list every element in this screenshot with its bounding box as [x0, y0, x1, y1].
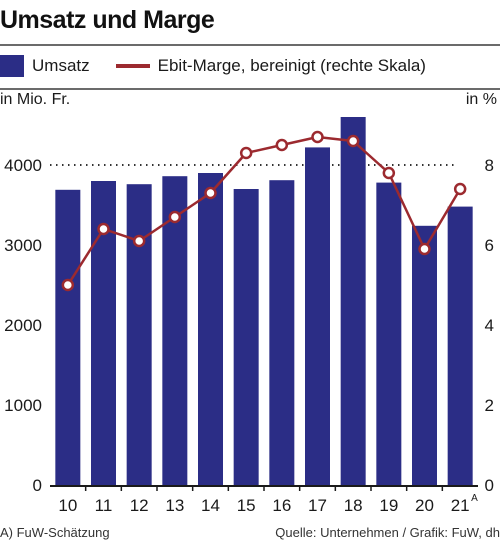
x-tick-label: 12: [130, 496, 149, 515]
bar-umsatz: [412, 225, 437, 486]
bar-umsatz: [447, 206, 473, 485]
point-ebit-marge: [132, 234, 146, 248]
y-right-tick-label: 4: [485, 316, 494, 335]
y-left-tick-label: 4000: [4, 156, 42, 175]
bar-umsatz: [55, 189, 81, 486]
x-tick-label: 14: [201, 496, 220, 515]
point-ebit-marge: [239, 146, 253, 160]
legend: Umsatz Ebit-Marge, bereinigt (rechte Ska…: [0, 52, 426, 80]
point-ebit-marge: [168, 210, 182, 224]
x-tick-superscript: A: [471, 493, 478, 504]
bar-umsatz: [162, 176, 188, 485]
x-tick-label: 11: [95, 496, 113, 515]
legend-bar-label: Umsatz: [32, 56, 90, 75]
source-credit: Quelle: Unternehmen / Grafik: FuW, dh: [275, 525, 500, 540]
line-ebit-marge: [66, 135, 462, 286]
y-left-tick-label: 2000: [4, 316, 42, 335]
y-right-tick-label: 8: [485, 156, 494, 175]
legend-line-label: Ebit-Marge, bereinigt (rechte Skala): [157, 56, 426, 75]
bar-umsatz: [305, 147, 330, 485]
x-tick-label: 16: [272, 496, 291, 515]
point-ebit-marge: [61, 278, 75, 292]
point-ebit-marge: [275, 138, 289, 152]
x-tick-label: 19: [379, 496, 398, 515]
point-ebit-marge: [311, 130, 324, 144]
x-tick-label: 10: [58, 496, 77, 515]
y-right-tick-label: 0: [485, 476, 494, 495]
x-tick-label: 13: [165, 496, 184, 515]
y-right-tick-label: 6: [485, 236, 494, 255]
legend-rule: [0, 88, 500, 90]
x-tick-label: 15: [237, 496, 256, 515]
point-ebit-marge: [204, 186, 217, 200]
x-tick-label: 20: [415, 496, 434, 515]
legend-line-swatch: [115, 55, 150, 77]
x-tick-label: 21: [451, 496, 470, 515]
bar-umsatz: [269, 180, 295, 485]
y-right-tick-label: 2: [485, 396, 494, 415]
bar-umsatz: [340, 117, 366, 485]
legend-bar-swatch: [0, 55, 24, 77]
point-ebit-marge: [97, 222, 110, 236]
y-left-tick-label: 3000: [4, 236, 42, 255]
point-ebit-marge: [418, 242, 431, 256]
footnote: A) FuW-Schätzung: [0, 525, 110, 540]
point-ebit-marge: [382, 166, 396, 180]
bar-umsatz: [198, 173, 223, 485]
bar-umsatz: [376, 182, 402, 485]
left-axis-unit: in Mio. Fr.: [0, 91, 71, 108]
y-left-tick-label: 1000: [4, 396, 42, 415]
x-tick-label: 17: [308, 496, 327, 515]
bar-umsatz: [233, 189, 259, 485]
x-tick-label: 18: [344, 496, 363, 515]
chart-title: Umsatz und Marge: [0, 6, 215, 34]
y-left-tick-label: 0: [33, 476, 42, 495]
point-ebit-marge: [453, 182, 467, 196]
bar-umsatz: [126, 184, 152, 485]
right-axis-unit: in %: [465, 91, 497, 108]
point-ebit-marge: [346, 134, 360, 148]
title-rule: [0, 44, 500, 46]
